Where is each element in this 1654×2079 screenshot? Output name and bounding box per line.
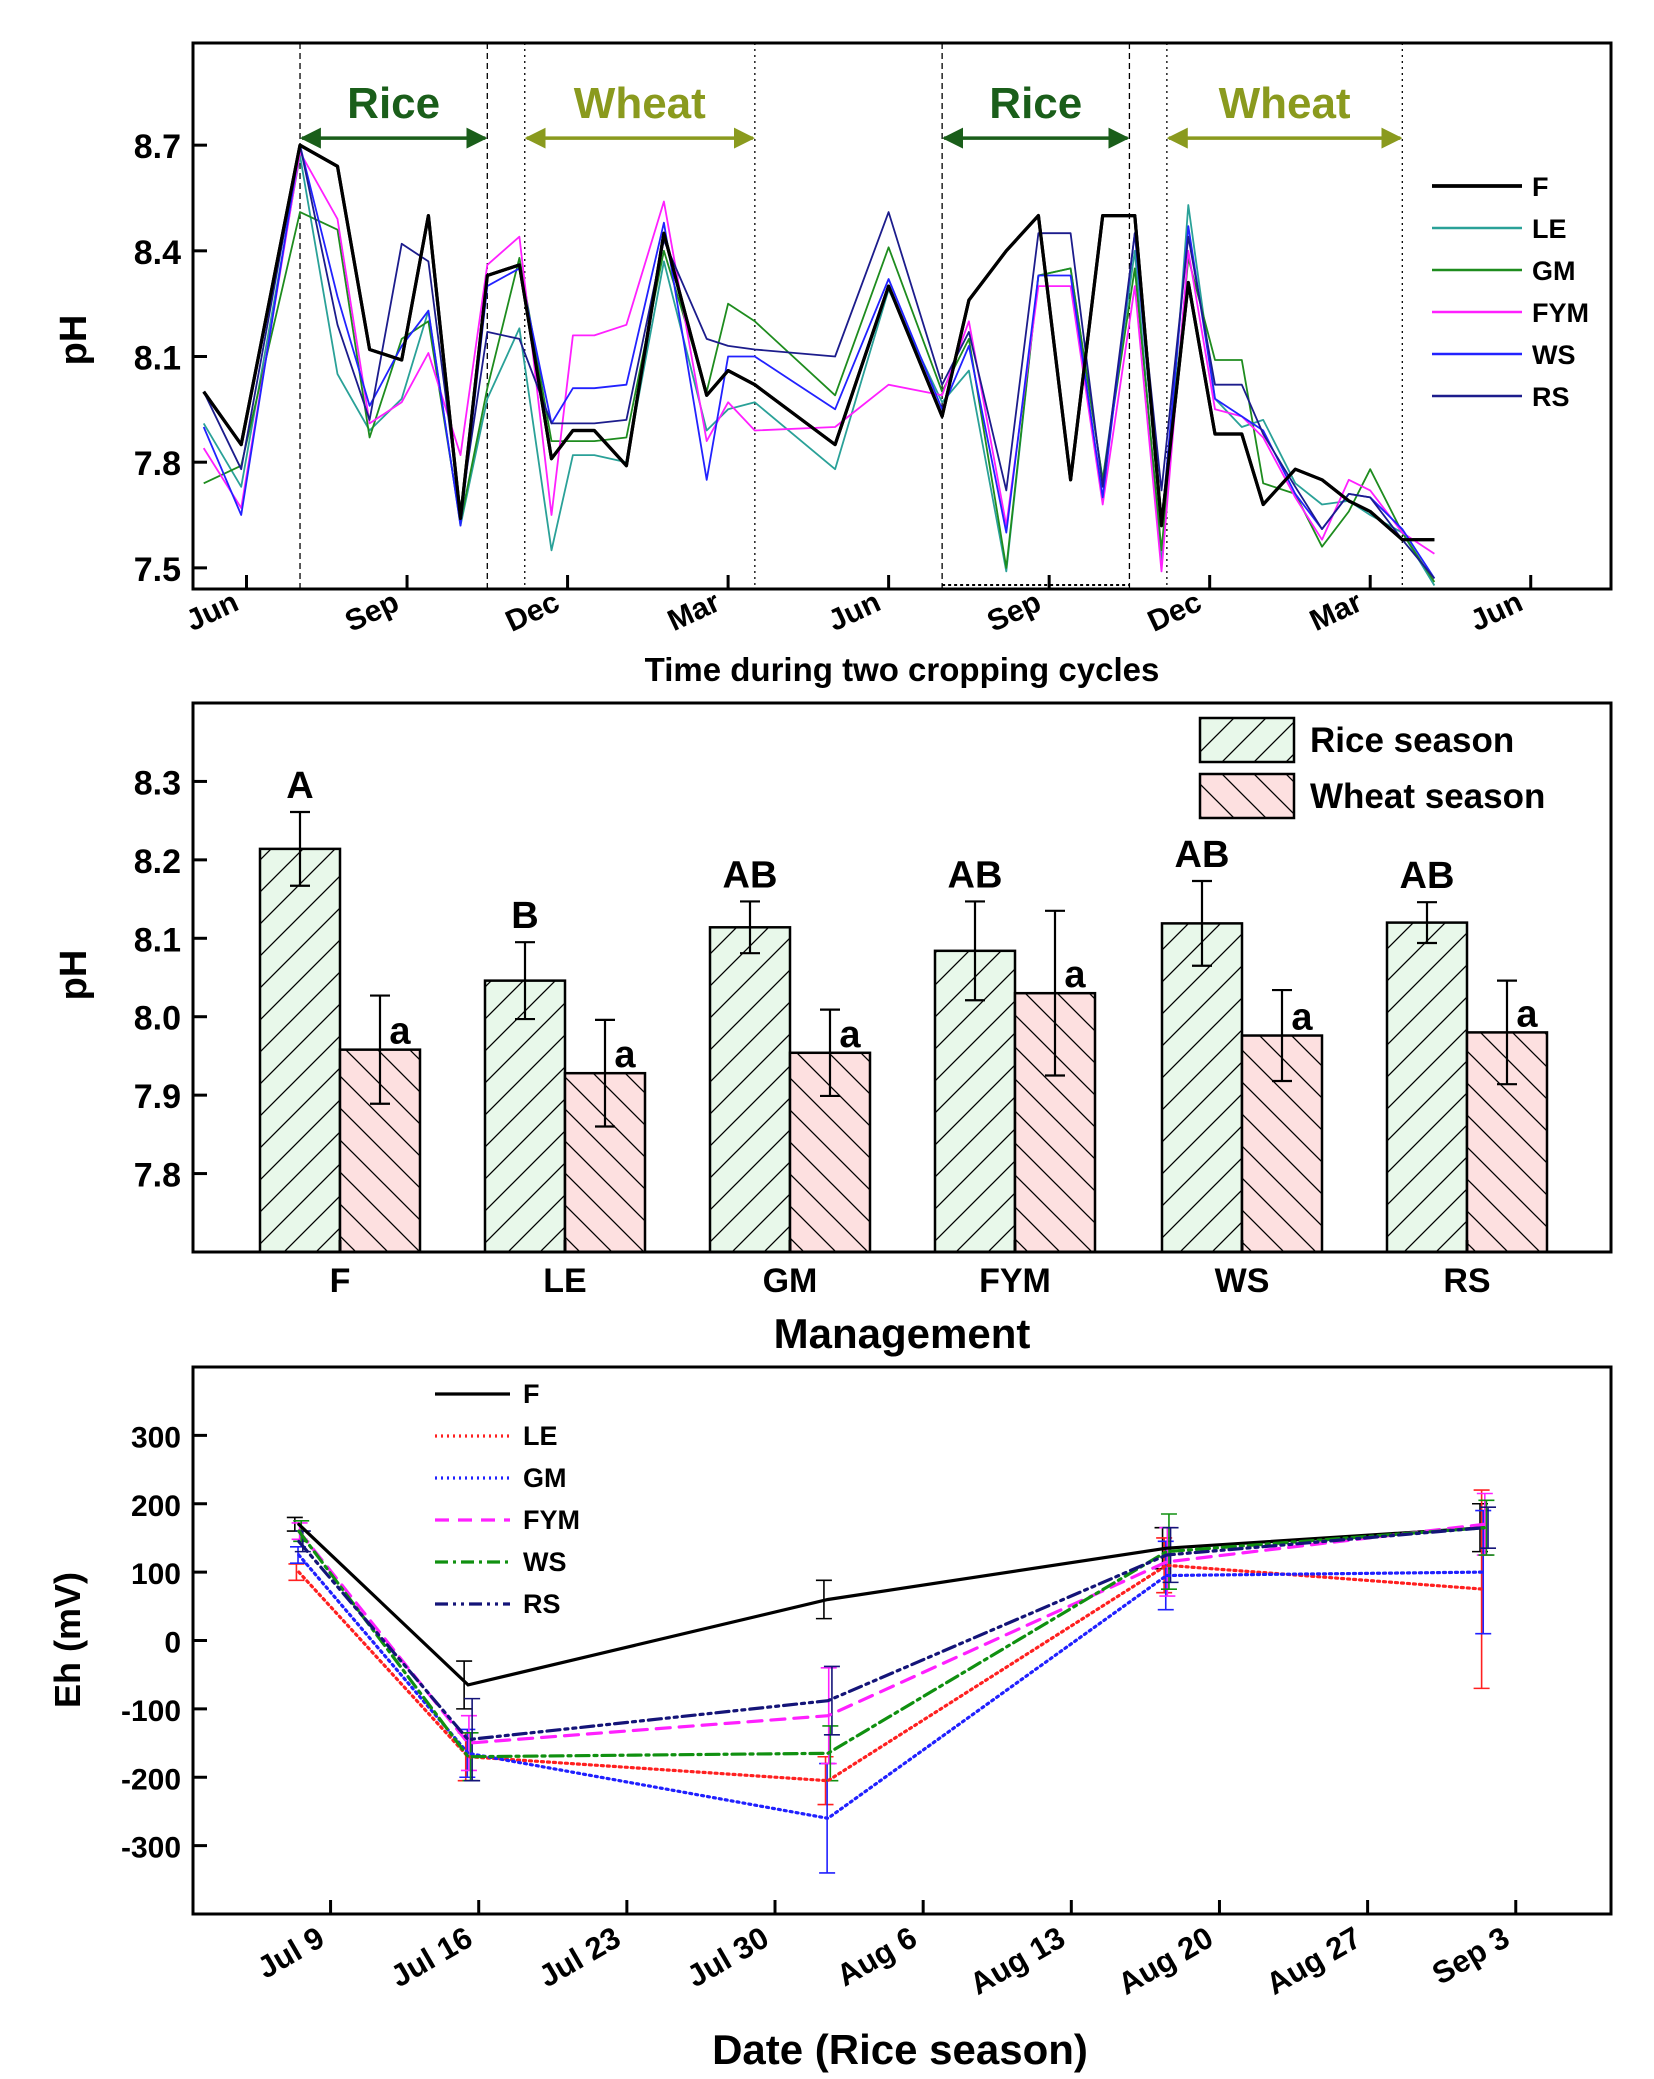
y-tick-label: 8.1 xyxy=(134,921,181,959)
ph-bar-chart-panel: Aa F Ba LE AB a GM AB a FYM AB a WS AB a RS 8.3 8.2 8.1 8.0… xyxy=(53,701,1613,1357)
legend-label: LE xyxy=(523,1421,558,1451)
bar-ws-rice xyxy=(1160,922,1244,1254)
series-line-f-top xyxy=(202,143,1435,542)
y-tick-label: 300 xyxy=(131,1421,181,1454)
y-tick-label: -200 xyxy=(121,1763,181,1796)
series-line-ws xyxy=(297,1526,1486,1759)
y-axis-title: Eh (mV) xyxy=(47,1572,88,1708)
significance-letter: a xyxy=(389,1011,411,1053)
x-tick-label: FYM xyxy=(979,1262,1051,1300)
y-tick-label: 7.9 xyxy=(134,1078,181,1116)
significance-letter: AB xyxy=(1175,834,1230,876)
significance-letter: a xyxy=(614,1034,636,1076)
legend-swatch xyxy=(1198,772,1296,820)
y-tick-label: 7.8 xyxy=(134,445,181,483)
significance-letter: a xyxy=(1291,997,1313,1039)
season-label: Rice xyxy=(347,79,440,128)
bar-gm-rice xyxy=(708,926,792,1254)
legend-label: F xyxy=(1532,172,1549,202)
legend-label: GM xyxy=(1532,256,1576,286)
y-tick-label: 8.2 xyxy=(134,843,181,881)
series-line-gm xyxy=(297,1553,1486,1820)
y-tick-label: 100 xyxy=(131,1558,181,1591)
y-axis-title: pH xyxy=(53,315,95,366)
legend-label: RS xyxy=(1532,382,1570,412)
season-label: Wheat xyxy=(1219,79,1351,128)
y-tick-label: 8.3 xyxy=(134,764,181,802)
y-tick-label: 7.5 xyxy=(134,551,181,589)
legend-label: FYM xyxy=(523,1505,580,1535)
series-line-fym xyxy=(297,1522,1486,1745)
significance-letter: a xyxy=(839,1014,861,1056)
significance-letter: B xyxy=(511,895,538,937)
significance-letter: AB xyxy=(1400,855,1455,897)
significance-letter: a xyxy=(1064,954,1086,996)
season-label: Wheat xyxy=(574,79,706,128)
legend-label: Rice season xyxy=(1310,721,1514,760)
y-tick-label: 8.7 xyxy=(134,128,181,166)
x-tick-label: F xyxy=(330,1262,351,1300)
significance-letter: a xyxy=(1516,993,1538,1035)
significance-letter: AB xyxy=(723,854,778,896)
series-line-f xyxy=(297,1522,1486,1687)
significance-letter: AB xyxy=(948,854,1003,896)
plot-frame xyxy=(191,41,1613,591)
legend-label: LE xyxy=(1532,214,1567,244)
bar-rs-rice xyxy=(1385,921,1469,1254)
legend-label: FYM xyxy=(1532,298,1589,328)
y-tick-label: 8.0 xyxy=(134,1000,181,1038)
legend-swatch xyxy=(1198,716,1296,764)
legend-label: F xyxy=(523,1379,540,1409)
series-line-rs xyxy=(202,144,1436,579)
x-tick-label: GM xyxy=(763,1262,818,1300)
bar-f-rice xyxy=(258,847,342,1254)
y-tick-label: 0 xyxy=(164,1627,181,1660)
series-line-ws xyxy=(202,144,1436,579)
x-tick-label: LE xyxy=(543,1262,586,1300)
x-axis-title: Time during two cropping cycles xyxy=(645,651,1160,688)
x-axis-title: Date (Rice season) xyxy=(712,2026,1088,2073)
series-line-rs xyxy=(297,1526,1486,1742)
legend-label: Wheat season xyxy=(1310,777,1545,816)
y-tick-label: -300 xyxy=(121,1832,181,1865)
y-tick-label: 8.1 xyxy=(134,340,181,378)
season-label: Rice xyxy=(989,79,1082,128)
plot-frame xyxy=(191,701,1613,1254)
series-line-fym xyxy=(202,151,1435,573)
y-tick-label: 7.8 xyxy=(134,1157,181,1195)
y-tick-label: 200 xyxy=(131,1490,181,1523)
series-lines xyxy=(202,143,1436,586)
legend-label: WS xyxy=(1532,340,1576,370)
y-tick-label: 8.4 xyxy=(134,234,181,272)
legend-label: GM xyxy=(523,1463,567,1493)
bar-le-rice xyxy=(483,979,567,1254)
y-tick-label: -100 xyxy=(121,1695,181,1728)
x-tick-label: RS xyxy=(1443,1262,1490,1300)
significance-letter: A xyxy=(286,765,313,807)
series-line-gm xyxy=(203,211,1436,583)
x-tick-label: WS xyxy=(1215,1262,1270,1300)
y-axis-title: pH xyxy=(53,950,95,1001)
x-axis-title: Management xyxy=(774,1310,1031,1357)
legend-label: WS xyxy=(523,1547,567,1577)
legend-label: RS xyxy=(523,1589,561,1619)
